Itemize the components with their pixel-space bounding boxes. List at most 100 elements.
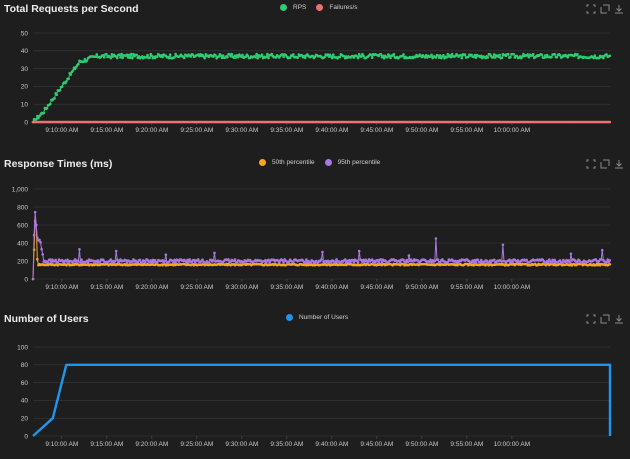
data-point <box>500 259 504 263</box>
data-point <box>478 260 482 264</box>
data-point <box>460 56 464 60</box>
x-tick-label: 9:20:00 AM <box>135 441 168 448</box>
data-point <box>109 56 113 60</box>
download-icon[interactable] <box>614 4 624 14</box>
download-icon[interactable] <box>614 314 624 324</box>
x-tick-label: 10:00:00 AM <box>494 441 531 448</box>
data-point <box>357 249 361 253</box>
y-tick-label: 0 <box>24 433 28 440</box>
data-point <box>511 260 514 264</box>
x-tick-label: 9:15:00 AM <box>90 284 123 291</box>
data-point <box>196 258 200 261</box>
x-tick-label: 9:10:00 AM <box>45 441 78 448</box>
legend-item-p95[interactable]: 95th percentile <box>324 159 380 166</box>
data-point <box>155 55 159 59</box>
data-point <box>234 56 238 59</box>
data-point <box>414 55 417 59</box>
data-point <box>119 56 122 59</box>
data-point <box>560 261 564 264</box>
download-icon[interactable] <box>614 159 624 169</box>
data-point <box>479 54 483 58</box>
data-point <box>343 258 347 261</box>
y-tick-label: 800 <box>17 204 28 211</box>
data-point <box>281 259 284 262</box>
data-point <box>227 258 230 261</box>
data-point <box>576 260 579 263</box>
data-point <box>36 114 39 118</box>
data-point <box>352 260 356 264</box>
data-point <box>608 262 612 266</box>
zoom-reset-icon[interactable] <box>600 314 610 324</box>
x-tick-label: 10:00:00 AM <box>494 284 531 291</box>
data-point <box>550 55 553 59</box>
data-point <box>230 52 234 56</box>
y-tick-label: 100 <box>17 344 28 351</box>
data-point <box>357 52 361 56</box>
data-point <box>33 210 37 214</box>
data-point <box>356 261 360 264</box>
data-point <box>173 55 176 59</box>
data-point <box>167 56 171 60</box>
data-point <box>402 53 405 56</box>
data-point <box>65 80 68 83</box>
zoom-in-icon[interactable] <box>586 314 596 324</box>
zoom-reset-icon[interactable] <box>600 159 610 169</box>
x-tick-label: 9:25:00 AM <box>180 127 213 134</box>
data-point <box>95 53 99 56</box>
data-point <box>436 54 440 57</box>
data-point <box>185 261 188 264</box>
data-point <box>131 260 134 263</box>
data-point <box>382 56 386 60</box>
data-point <box>193 261 197 264</box>
data-point <box>608 259 612 262</box>
data-point <box>77 62 80 66</box>
data-point <box>525 258 528 262</box>
legend-item-users[interactable]: Number of Users <box>286 314 348 321</box>
data-point <box>473 53 477 57</box>
data-point <box>254 55 257 59</box>
data-point <box>34 223 38 227</box>
x-tick-label: 9:30:00 AM <box>225 127 258 134</box>
data-point <box>407 254 411 257</box>
data-point <box>292 53 295 56</box>
x-tick-label: 9:25:00 AM <box>180 284 213 291</box>
data-point <box>267 56 270 60</box>
zoom-in-icon[interactable] <box>586 4 596 14</box>
data-point <box>404 261 407 264</box>
legend-item-p50[interactable]: 50th percentile <box>259 159 315 166</box>
data-point <box>267 258 270 262</box>
x-tick-label: 9:10:00 AM <box>45 127 78 134</box>
data-point <box>77 260 80 263</box>
data-point <box>605 53 608 56</box>
data-point <box>246 54 250 58</box>
legend-item-failures[interactable]: Failures/s <box>316 4 358 11</box>
data-point <box>424 53 428 57</box>
data-point <box>479 258 483 262</box>
x-tick-label: 9:35:00 AM <box>270 441 303 448</box>
data-point <box>338 55 342 59</box>
data-point <box>457 261 460 264</box>
legend-item-rps[interactable]: RPS <box>280 4 306 11</box>
data-point <box>138 258 142 262</box>
data-point <box>244 55 248 59</box>
data-point <box>187 260 190 264</box>
zoom-reset-icon[interactable] <box>600 4 610 14</box>
data-point <box>597 56 601 60</box>
zoom-in-icon[interactable] <box>586 159 596 169</box>
data-point <box>437 56 441 59</box>
data-point <box>125 53 129 57</box>
data-point <box>132 52 135 56</box>
data-point <box>41 253 45 256</box>
x-tick-label: 9:10:00 AM <box>45 284 78 291</box>
data-point <box>526 53 530 56</box>
data-point <box>110 52 114 56</box>
data-point <box>164 253 168 256</box>
data-point <box>369 53 373 57</box>
data-point <box>281 53 284 56</box>
data-point <box>80 258 83 261</box>
data-point <box>131 56 134 60</box>
data-point <box>109 258 113 261</box>
x-tick-label: 9:50:00 AM <box>405 284 438 291</box>
data-point <box>212 259 215 262</box>
